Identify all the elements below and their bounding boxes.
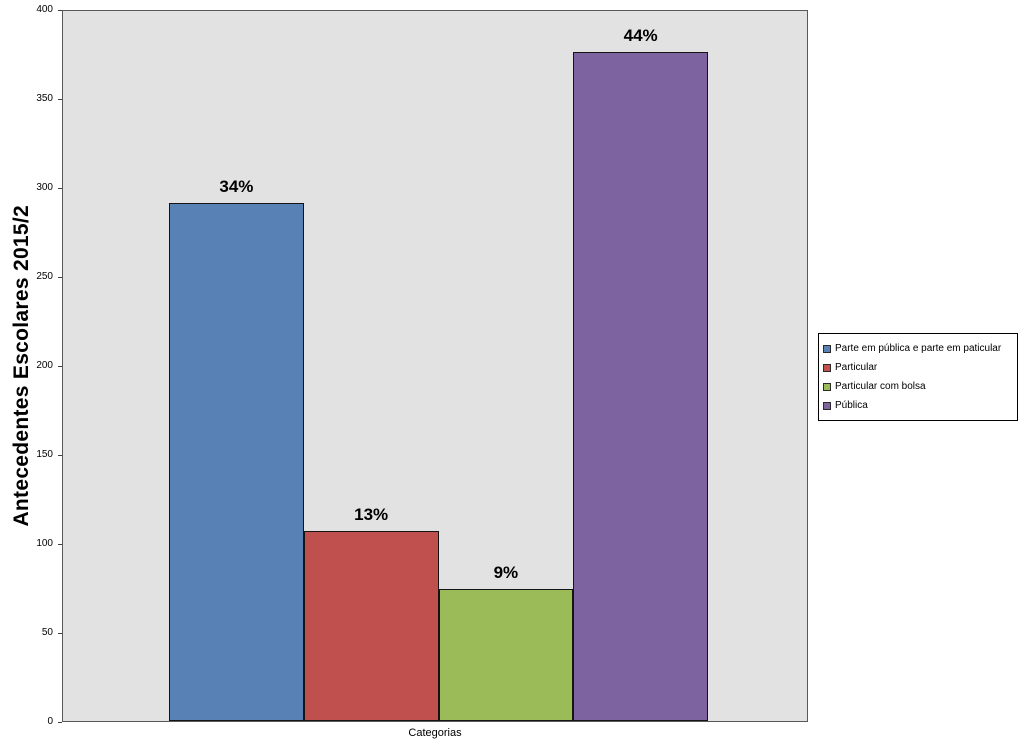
y-tick-label: 300 — [36, 182, 53, 193]
y-tick-mark — [58, 188, 62, 189]
bar-value-label: 9% — [493, 563, 519, 583]
y-tick-label: 350 — [36, 93, 53, 104]
y-tick-mark — [58, 366, 62, 367]
y-tick-mark — [58, 277, 62, 278]
legend-swatch — [823, 363, 831, 372]
bar-value-label: 44% — [623, 25, 658, 45]
legend-item: Pública — [823, 396, 1013, 415]
legend-label: Particular — [835, 362, 878, 373]
y-tick-mark — [58, 544, 62, 545]
legend-item: Particular — [823, 358, 1013, 377]
legend-label: Pública — [835, 400, 868, 411]
y-tick-label: 100 — [36, 538, 53, 549]
legend-swatch — [823, 382, 831, 391]
plot-area: 34% 13% 9% 44% — [62, 10, 808, 722]
bar-3: 9% — [438, 563, 574, 721]
y-tick-label: 400 — [36, 4, 53, 15]
x-axis-title: Categorias — [408, 727, 462, 739]
y-tick-mark — [58, 455, 62, 456]
y-tick-mark — [58, 722, 62, 723]
legend-swatch — [823, 344, 831, 353]
legend-label: Parte em pública e parte em paticular — [835, 343, 1002, 354]
y-tick-label: 50 — [41, 627, 53, 638]
y-tick-mark — [58, 99, 62, 100]
y-tick-label: 0 — [47, 716, 53, 727]
y-tick-label: 200 — [36, 360, 53, 371]
y-axis: 0 50 100 150 200 250 300 350 400 — [0, 4, 62, 727]
legend: Parte em pública e parte em paticular Par… — [818, 333, 1018, 421]
y-tick-label: 250 — [36, 271, 53, 282]
legend-label: Particular com bolsa — [835, 381, 926, 392]
y-tick-mark — [58, 10, 62, 11]
y-tick-label: 150 — [36, 449, 53, 460]
bar-1: 34% — [169, 177, 304, 721]
bar-value-label: 13% — [354, 504, 389, 524]
legend-swatch — [823, 401, 831, 410]
bar-value-label: 34% — [219, 177, 254, 197]
legend-item: Parte em pública e parte em paticular — [823, 339, 1013, 358]
bar-4: 44% — [573, 26, 708, 721]
y-tick-mark — [58, 633, 62, 634]
bar-2: 13% — [303, 505, 439, 721]
legend-item: Particular com bolsa — [823, 377, 1013, 396]
